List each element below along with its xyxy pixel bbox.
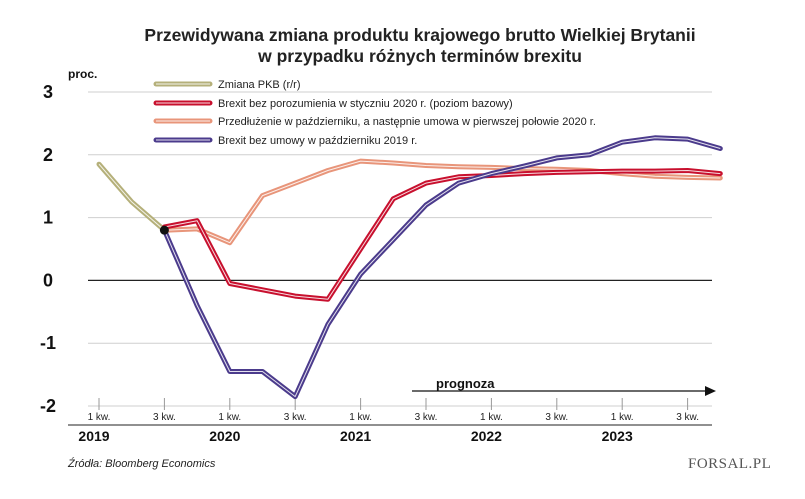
x-tick-label: 1 kw. xyxy=(218,412,241,423)
x-tick-label: 3 kw. xyxy=(545,412,568,423)
year-label: 2021 xyxy=(340,428,371,444)
year-label: 2020 xyxy=(209,428,240,444)
x-tick-label: 1 kw. xyxy=(88,412,111,423)
x-tick-label: 3 kw. xyxy=(284,412,307,423)
chart-title-line-1: Przewidywana zmiana produktu krajowego b… xyxy=(144,25,695,45)
year-label: 2019 xyxy=(78,428,109,444)
chart-title-line-2: w przypadku różnych terminów brexitu xyxy=(257,46,582,66)
y-tick-label: 1 xyxy=(43,208,53,228)
series-line-1 xyxy=(96,161,167,233)
series-line-4-highlight xyxy=(163,137,721,398)
y-tick-label: -1 xyxy=(40,333,56,353)
year-label: 2023 xyxy=(602,428,633,444)
series-lines xyxy=(96,135,723,400)
y-tick-label: -2 xyxy=(40,396,56,416)
series-line-3-highlight xyxy=(164,160,721,244)
y-tick-label: 3 xyxy=(43,82,53,102)
series-line-1-highlight xyxy=(98,163,165,231)
y-grid: 3 2 1 0 -1 -2 xyxy=(40,82,712,416)
source-note: Źródła: Bloomberg Economics xyxy=(67,457,216,470)
forsal-logo: FORSAL.PL xyxy=(688,456,771,472)
forecast-arrow-head xyxy=(705,386,716,396)
legend: Zmiana PKB (r/r) Brexit bez porozumienia … xyxy=(153,79,596,147)
x-tick-label: 3 kw. xyxy=(676,412,699,423)
legend-label-4: Brexit bez umowy w październiku 2019 r. xyxy=(218,135,417,147)
forecast-start-point xyxy=(159,225,169,235)
x-tick-label: 1 kw. xyxy=(480,412,503,423)
forecast-label: prognoza xyxy=(436,376,495,391)
y-tick-label: 0 xyxy=(43,270,53,290)
y-axis-unit: proc. xyxy=(68,67,97,81)
x-tick-label: 1 kw. xyxy=(349,412,372,423)
legend-label-2: Brexit bez porozumienia w styczniu 2020 … xyxy=(218,98,513,110)
legend-label-3: Przedłużenie w październiku, a następnie… xyxy=(218,116,596,128)
x-tick-label: 1 kw. xyxy=(611,412,634,423)
x-axis: 1 kw. 3 kw. 1 kw. 3 kw. 1 kw. 3 kw. 1 kw. 3 kw.… xyxy=(68,398,712,444)
x-tick-label: 3 kw. xyxy=(415,412,438,423)
y-tick-label: 2 xyxy=(43,145,53,165)
series-line-2-highlight xyxy=(164,170,721,300)
year-label: 2022 xyxy=(471,428,502,444)
x-tick-label: 3 kw. xyxy=(153,412,176,423)
legend-label-1: Zmiana PKB (r/r) xyxy=(218,79,301,91)
